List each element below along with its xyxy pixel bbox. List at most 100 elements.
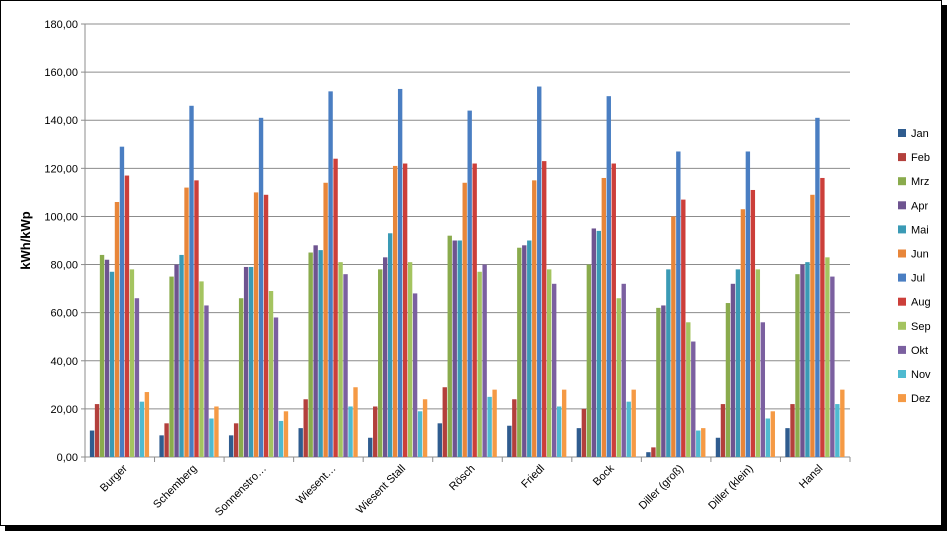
y-tick-label: 80,00 xyxy=(50,260,78,272)
bar xyxy=(169,276,174,457)
legend-label: Sep xyxy=(911,321,931,333)
bar xyxy=(715,437,721,457)
bar xyxy=(397,88,403,457)
legend-label: Apr xyxy=(911,200,928,212)
bar xyxy=(547,269,552,457)
bar xyxy=(696,430,701,457)
bar xyxy=(671,216,676,457)
bar xyxy=(184,187,189,457)
bar xyxy=(616,298,621,457)
bar xyxy=(472,163,477,457)
legend-label: Dez xyxy=(911,393,931,405)
bar xyxy=(666,269,671,457)
legend-label: Mrz xyxy=(911,176,929,188)
bar xyxy=(795,274,800,457)
bar xyxy=(790,404,795,457)
bar xyxy=(740,209,746,457)
bar xyxy=(343,274,348,457)
bar xyxy=(248,266,254,457)
legend-swatch xyxy=(898,249,906,258)
bar xyxy=(139,401,145,457)
bar xyxy=(492,389,497,457)
bar xyxy=(392,165,398,457)
bar xyxy=(258,117,264,457)
bar xyxy=(159,435,164,457)
bar xyxy=(785,428,790,457)
x-tick-label: Hansl xyxy=(797,463,825,491)
x-tick-label: Bock xyxy=(591,462,617,488)
bar xyxy=(537,86,542,457)
legend-swatch xyxy=(898,273,906,282)
bar xyxy=(770,411,775,457)
bar xyxy=(556,406,562,457)
bar xyxy=(735,269,741,457)
bar xyxy=(328,91,333,458)
bar xyxy=(745,151,751,458)
y-tick-label: 120,00 xyxy=(44,163,78,175)
legend-label: Aug xyxy=(911,297,931,309)
bar xyxy=(129,269,135,457)
bar xyxy=(477,271,482,457)
legend-swatch xyxy=(898,394,906,403)
bar xyxy=(552,283,557,457)
bar xyxy=(99,254,105,457)
bar xyxy=(124,175,130,458)
bar xyxy=(676,151,681,458)
bar xyxy=(681,199,686,458)
bar xyxy=(114,202,120,457)
bar xyxy=(611,163,616,457)
bar xyxy=(278,420,284,457)
legend-swatch xyxy=(898,177,906,186)
bar xyxy=(422,399,428,457)
bar xyxy=(691,341,696,457)
bar xyxy=(805,262,810,457)
bar xyxy=(268,291,274,457)
legend-label: Nov xyxy=(911,369,931,381)
x-tick-label: Diller (groß) xyxy=(637,463,687,513)
y-tick-label: 40,00 xyxy=(50,356,78,368)
legend-swatch xyxy=(898,129,906,137)
bar xyxy=(283,411,289,457)
bar xyxy=(263,194,269,458)
y-axis-label: kWh/kWp xyxy=(18,211,33,270)
bar xyxy=(517,247,522,457)
bar xyxy=(243,266,249,457)
bar xyxy=(199,281,204,457)
bar xyxy=(89,430,95,457)
y-tick-label: 160,00 xyxy=(44,67,78,79)
bar xyxy=(720,404,726,457)
bar xyxy=(238,298,244,457)
bar xyxy=(527,240,532,457)
bar xyxy=(318,250,323,457)
bar xyxy=(646,452,651,457)
legend-swatch xyxy=(898,321,906,330)
bar xyxy=(830,276,835,457)
bar xyxy=(308,252,313,457)
bar xyxy=(601,177,606,457)
bar xyxy=(586,264,592,457)
bar xyxy=(522,245,527,457)
bar xyxy=(825,257,830,457)
bar xyxy=(561,389,567,457)
bar xyxy=(621,283,626,457)
bar xyxy=(760,322,766,457)
bar xyxy=(730,283,736,457)
legend-swatch xyxy=(898,370,906,378)
bar xyxy=(467,110,472,457)
bar xyxy=(273,317,279,457)
bar xyxy=(651,447,656,457)
legend-swatch xyxy=(898,297,906,306)
bar xyxy=(442,387,447,457)
bar xyxy=(338,262,343,457)
x-tick-label: Rösch xyxy=(447,463,478,494)
bar xyxy=(214,406,219,457)
y-tick-label: 20,00 xyxy=(50,404,78,416)
bar xyxy=(701,428,706,457)
bar xyxy=(626,401,631,457)
bar xyxy=(233,423,239,457)
bar xyxy=(462,182,467,457)
bar xyxy=(104,259,110,457)
y-tick-label: 0,00 xyxy=(57,452,78,464)
bar xyxy=(750,189,756,458)
